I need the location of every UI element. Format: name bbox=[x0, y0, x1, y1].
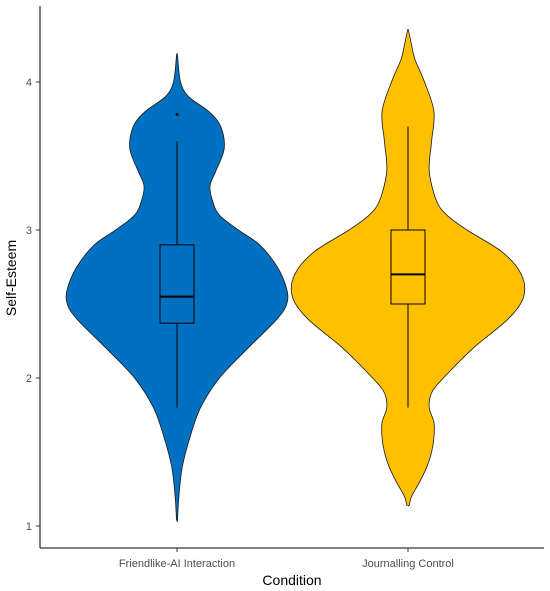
x-tick-label: Friendlike-AI Interaction bbox=[119, 558, 235, 570]
y-tick-label: 2 bbox=[26, 373, 32, 385]
iqr-box bbox=[390, 229, 426, 305]
x-ticks: Friendlike-AI Interaction Journalling Con… bbox=[119, 548, 454, 570]
violin-shape bbox=[290, 28, 526, 507]
y-tick-label: 4 bbox=[26, 77, 32, 89]
y-axis-title: Self-Esteem bbox=[3, 240, 19, 316]
x-tick-label: Journalling Control bbox=[362, 558, 454, 570]
y-tick-label: 3 bbox=[26, 225, 32, 237]
outlier-point bbox=[175, 113, 179, 116]
violin-shape bbox=[65, 53, 289, 523]
x-axis-title: Condition bbox=[262, 572, 321, 588]
y-tick-label: 1 bbox=[26, 521, 32, 533]
violins-layer bbox=[65, 28, 526, 523]
iqr-box bbox=[159, 244, 195, 324]
y-ticks: 1 2 3 4 bbox=[26, 77, 40, 533]
